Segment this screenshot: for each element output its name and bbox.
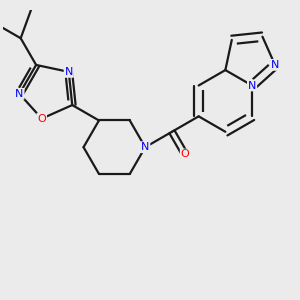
Text: N: N xyxy=(64,67,73,77)
Text: N: N xyxy=(248,80,256,91)
Text: O: O xyxy=(38,114,46,124)
Text: N: N xyxy=(141,142,149,152)
Text: N: N xyxy=(15,89,24,99)
Text: N: N xyxy=(271,60,279,70)
Text: O: O xyxy=(181,149,189,160)
